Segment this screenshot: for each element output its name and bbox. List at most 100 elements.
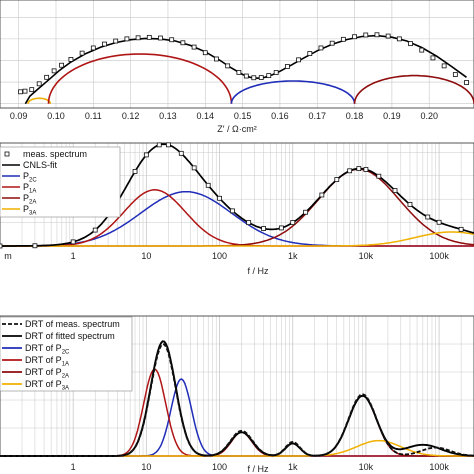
legend-entry-text: DRT of P xyxy=(25,379,62,389)
legend-entry-text: P xyxy=(23,182,29,192)
legend-marker xyxy=(4,151,10,157)
measured-point xyxy=(266,73,272,78)
measured-point xyxy=(143,152,149,158)
measured-point xyxy=(146,34,152,40)
measured-point xyxy=(251,75,257,81)
measured-point xyxy=(102,41,107,47)
legend-entry-text: DRT of P xyxy=(25,343,62,353)
legend-entry: P1A xyxy=(23,182,36,195)
measured-point xyxy=(202,50,208,56)
measured-point xyxy=(205,182,211,188)
legend-entry: CNLS-fit xyxy=(23,160,58,170)
measured-point xyxy=(217,195,222,201)
legend-entry-subscript: 2C xyxy=(62,350,70,356)
legend-entry: DRT of P2C xyxy=(25,343,70,356)
x-tick-label: 0.16 xyxy=(271,111,289,121)
x-axis-label: f / Hz xyxy=(247,266,269,276)
x-tick-label: 0.11 xyxy=(85,111,102,121)
legend-entry: DRT of P1A xyxy=(25,355,69,368)
x-tick-label: m xyxy=(4,251,12,261)
measured-point xyxy=(79,50,85,56)
measured-point xyxy=(356,166,362,172)
measured-point xyxy=(92,227,98,233)
measured-point xyxy=(90,45,96,51)
measured-point xyxy=(396,36,402,42)
x-tick-label: 10k xyxy=(359,251,374,261)
legend-entry-subscript: 3A xyxy=(29,211,36,217)
measured-point xyxy=(156,142,162,148)
measured-point xyxy=(407,202,413,207)
measured-point xyxy=(374,32,380,38)
x-tick-label: 10 xyxy=(141,462,151,472)
legend-entry: P3A xyxy=(23,204,36,217)
x-tick-label: 0.20 xyxy=(420,111,438,121)
bode-panel: m 1 10 100 1k 10k 100k f / Hz meas. spectrumCNLS… xyxy=(0,142,474,276)
measured-point xyxy=(352,34,357,40)
measured-point xyxy=(319,192,325,198)
x-tick-label: 0.10 xyxy=(47,111,65,121)
arc-P2A xyxy=(353,74,474,104)
legend-entry-subscript: 1A xyxy=(29,189,36,195)
measured-point xyxy=(392,188,398,193)
x-tick-label: 0.14 xyxy=(197,111,215,121)
x-tick-label: 1k xyxy=(288,251,298,261)
x-tick-label: 0.17 xyxy=(308,111,326,121)
measured-point xyxy=(59,62,64,68)
x-tick-label: 100 xyxy=(212,462,227,472)
measured-point xyxy=(303,209,309,215)
legend-entry-text: DRT of meas. spectrum xyxy=(25,319,120,329)
x-tick-label: 0.19 xyxy=(383,111,401,121)
x-axis-label: Z′ / Ω·cm² xyxy=(217,124,256,134)
legend-entry-subscript: 1A xyxy=(62,362,69,368)
measured-point xyxy=(165,142,171,148)
measured-point xyxy=(246,220,252,226)
legend-entry: P2C xyxy=(23,171,37,184)
measured-point xyxy=(191,165,197,171)
measured-point xyxy=(51,68,57,74)
measured-point xyxy=(36,81,42,87)
measured-point xyxy=(230,208,235,214)
measured-point xyxy=(425,214,431,220)
measured-point xyxy=(258,75,264,80)
curve-P1A xyxy=(0,189,474,247)
legend-entry: DRT of P2A xyxy=(25,367,69,380)
legend-entry-text: DRT of fitted spectrum xyxy=(25,331,115,341)
measured-point xyxy=(68,57,74,62)
legend-entry-subscript: 3A xyxy=(62,386,69,392)
x-tick-label: 0.13 xyxy=(159,111,177,121)
measured-point xyxy=(113,38,119,44)
legend-entry-text: CNLS-fit xyxy=(23,160,58,170)
measured-point xyxy=(296,57,301,63)
legend-entry-text: DRT of P xyxy=(25,355,62,365)
legend-entry: meas. spectrum xyxy=(23,149,87,159)
arc-P1A xyxy=(47,53,233,104)
legend-entry-text: DRT of P xyxy=(25,367,62,377)
legend-entry-subscript: 2C xyxy=(29,178,37,184)
measured-point xyxy=(243,73,249,79)
measured-point xyxy=(458,226,464,232)
legend-entry-text: P xyxy=(23,193,29,203)
drt-panel: 1 10 100 1k 10k 100k f / Hz DRT of meas. spectr… xyxy=(0,315,474,474)
measured-point xyxy=(307,51,313,56)
legend-box xyxy=(0,316,133,392)
measured-point xyxy=(29,87,35,93)
measured-point xyxy=(347,168,353,174)
arc-P2C xyxy=(230,80,356,104)
measured-point xyxy=(0,243,3,249)
measured-point xyxy=(452,72,458,77)
arc-P3A xyxy=(27,97,52,104)
legend-entry: DRT of meas. spectrum xyxy=(25,319,120,329)
measured-point xyxy=(214,56,219,62)
x-tick-label: 0.15 xyxy=(234,111,252,121)
legend-entry: P2A xyxy=(23,193,36,206)
legend-entry: DRT of P3A xyxy=(25,379,69,392)
measured-point xyxy=(18,89,23,95)
measured-point xyxy=(124,36,130,42)
measured-point xyxy=(363,32,369,38)
x-tick-label: 0.09 xyxy=(10,111,28,121)
x-tick-label: 100 xyxy=(212,251,227,261)
measured-point xyxy=(135,35,141,41)
x-tick-label: 0.18 xyxy=(346,111,364,121)
measured-point xyxy=(178,150,184,156)
curve-P3A xyxy=(0,231,474,247)
